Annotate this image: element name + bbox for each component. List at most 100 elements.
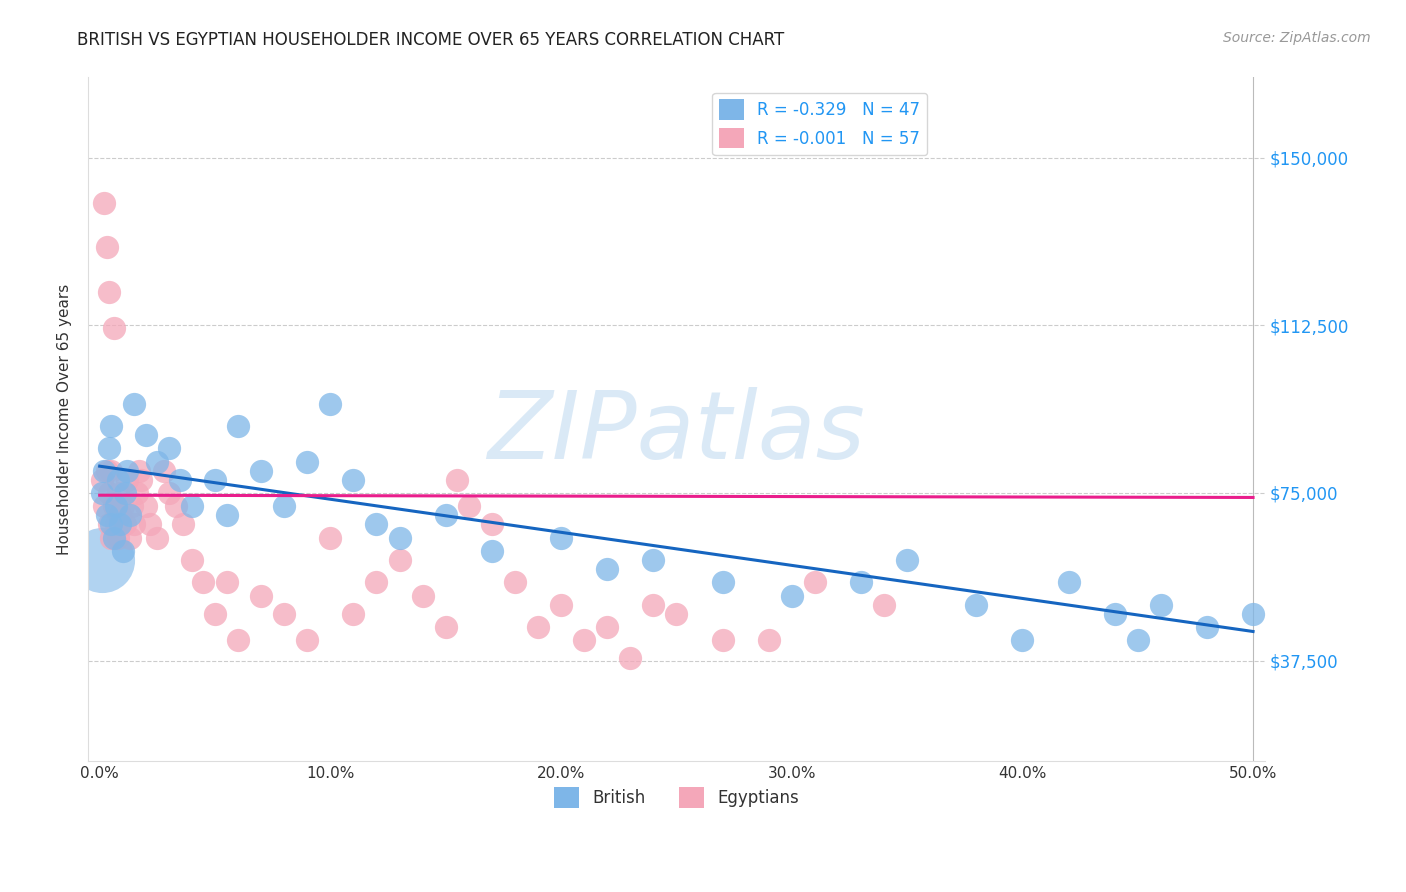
Point bbox=[135, 428, 157, 442]
Point bbox=[366, 575, 388, 590]
Point bbox=[169, 473, 191, 487]
Point bbox=[125, 486, 148, 500]
Point bbox=[596, 562, 619, 576]
Point bbox=[215, 575, 238, 590]
Point bbox=[124, 396, 146, 410]
Point bbox=[527, 620, 550, 634]
Point bbox=[1195, 620, 1218, 634]
Point bbox=[572, 633, 595, 648]
Point bbox=[91, 473, 114, 487]
Point bbox=[780, 589, 803, 603]
Point bbox=[226, 633, 249, 648]
Point bbox=[434, 508, 457, 523]
Text: Source: ZipAtlas.com: Source: ZipAtlas.com bbox=[1223, 31, 1371, 45]
Point bbox=[1057, 575, 1080, 590]
Point bbox=[388, 553, 411, 567]
Point bbox=[91, 553, 114, 567]
Point bbox=[550, 598, 572, 612]
Point bbox=[110, 517, 132, 532]
Point bbox=[297, 633, 319, 648]
Point bbox=[643, 553, 665, 567]
Point bbox=[124, 517, 146, 532]
Point bbox=[481, 517, 503, 532]
Point bbox=[97, 285, 120, 299]
Point bbox=[91, 486, 114, 500]
Point bbox=[665, 607, 688, 621]
Point bbox=[172, 517, 194, 532]
Point bbox=[107, 473, 129, 487]
Point bbox=[388, 531, 411, 545]
Point bbox=[114, 517, 136, 532]
Point bbox=[965, 598, 987, 612]
Point bbox=[96, 508, 118, 523]
Point bbox=[342, 473, 364, 487]
Point bbox=[104, 517, 127, 532]
Point bbox=[153, 464, 176, 478]
Point bbox=[204, 607, 226, 621]
Point bbox=[107, 531, 129, 545]
Point bbox=[139, 517, 162, 532]
Point bbox=[803, 575, 825, 590]
Point bbox=[1104, 607, 1126, 621]
Point bbox=[146, 531, 169, 545]
Point bbox=[100, 464, 122, 478]
Point bbox=[758, 633, 780, 648]
Point bbox=[96, 464, 118, 478]
Point bbox=[181, 553, 204, 567]
Point bbox=[103, 320, 125, 334]
Point bbox=[103, 500, 125, 514]
Point bbox=[107, 486, 129, 500]
Point bbox=[446, 473, 468, 487]
Point bbox=[128, 464, 150, 478]
Point bbox=[342, 607, 364, 621]
Point bbox=[873, 598, 896, 612]
Point bbox=[204, 473, 226, 487]
Point bbox=[97, 486, 120, 500]
Point bbox=[118, 508, 141, 523]
Point bbox=[273, 500, 295, 514]
Point bbox=[117, 473, 139, 487]
Point bbox=[157, 486, 180, 500]
Point bbox=[100, 531, 122, 545]
Point bbox=[250, 464, 273, 478]
Point bbox=[896, 553, 918, 567]
Point bbox=[481, 544, 503, 558]
Point bbox=[157, 442, 180, 456]
Legend: British, Egyptians: British, Egyptians bbox=[547, 780, 806, 814]
Point bbox=[111, 500, 134, 514]
Point bbox=[319, 531, 342, 545]
Y-axis label: Householder Income Over 65 years: Householder Income Over 65 years bbox=[58, 284, 72, 555]
Point bbox=[114, 486, 136, 500]
Point bbox=[117, 464, 139, 478]
Point bbox=[110, 508, 132, 523]
Point bbox=[181, 500, 204, 514]
Point bbox=[643, 598, 665, 612]
Point bbox=[1241, 607, 1264, 621]
Point bbox=[457, 500, 479, 514]
Point bbox=[93, 195, 115, 210]
Point bbox=[412, 589, 434, 603]
Point bbox=[100, 419, 122, 434]
Point bbox=[118, 531, 141, 545]
Point bbox=[96, 240, 118, 254]
Point bbox=[1150, 598, 1173, 612]
Point bbox=[550, 531, 572, 545]
Point bbox=[215, 508, 238, 523]
Point bbox=[103, 531, 125, 545]
Point bbox=[129, 473, 152, 487]
Point bbox=[250, 589, 273, 603]
Point bbox=[503, 575, 526, 590]
Point bbox=[226, 419, 249, 434]
Point bbox=[93, 464, 115, 478]
Point bbox=[273, 607, 295, 621]
Point bbox=[135, 500, 157, 514]
Point bbox=[619, 651, 641, 665]
Point bbox=[104, 500, 127, 514]
Point bbox=[596, 620, 619, 634]
Point bbox=[1011, 633, 1033, 648]
Point bbox=[319, 396, 342, 410]
Point bbox=[100, 517, 122, 532]
Point bbox=[93, 500, 115, 514]
Point bbox=[297, 455, 319, 469]
Point bbox=[1126, 633, 1149, 648]
